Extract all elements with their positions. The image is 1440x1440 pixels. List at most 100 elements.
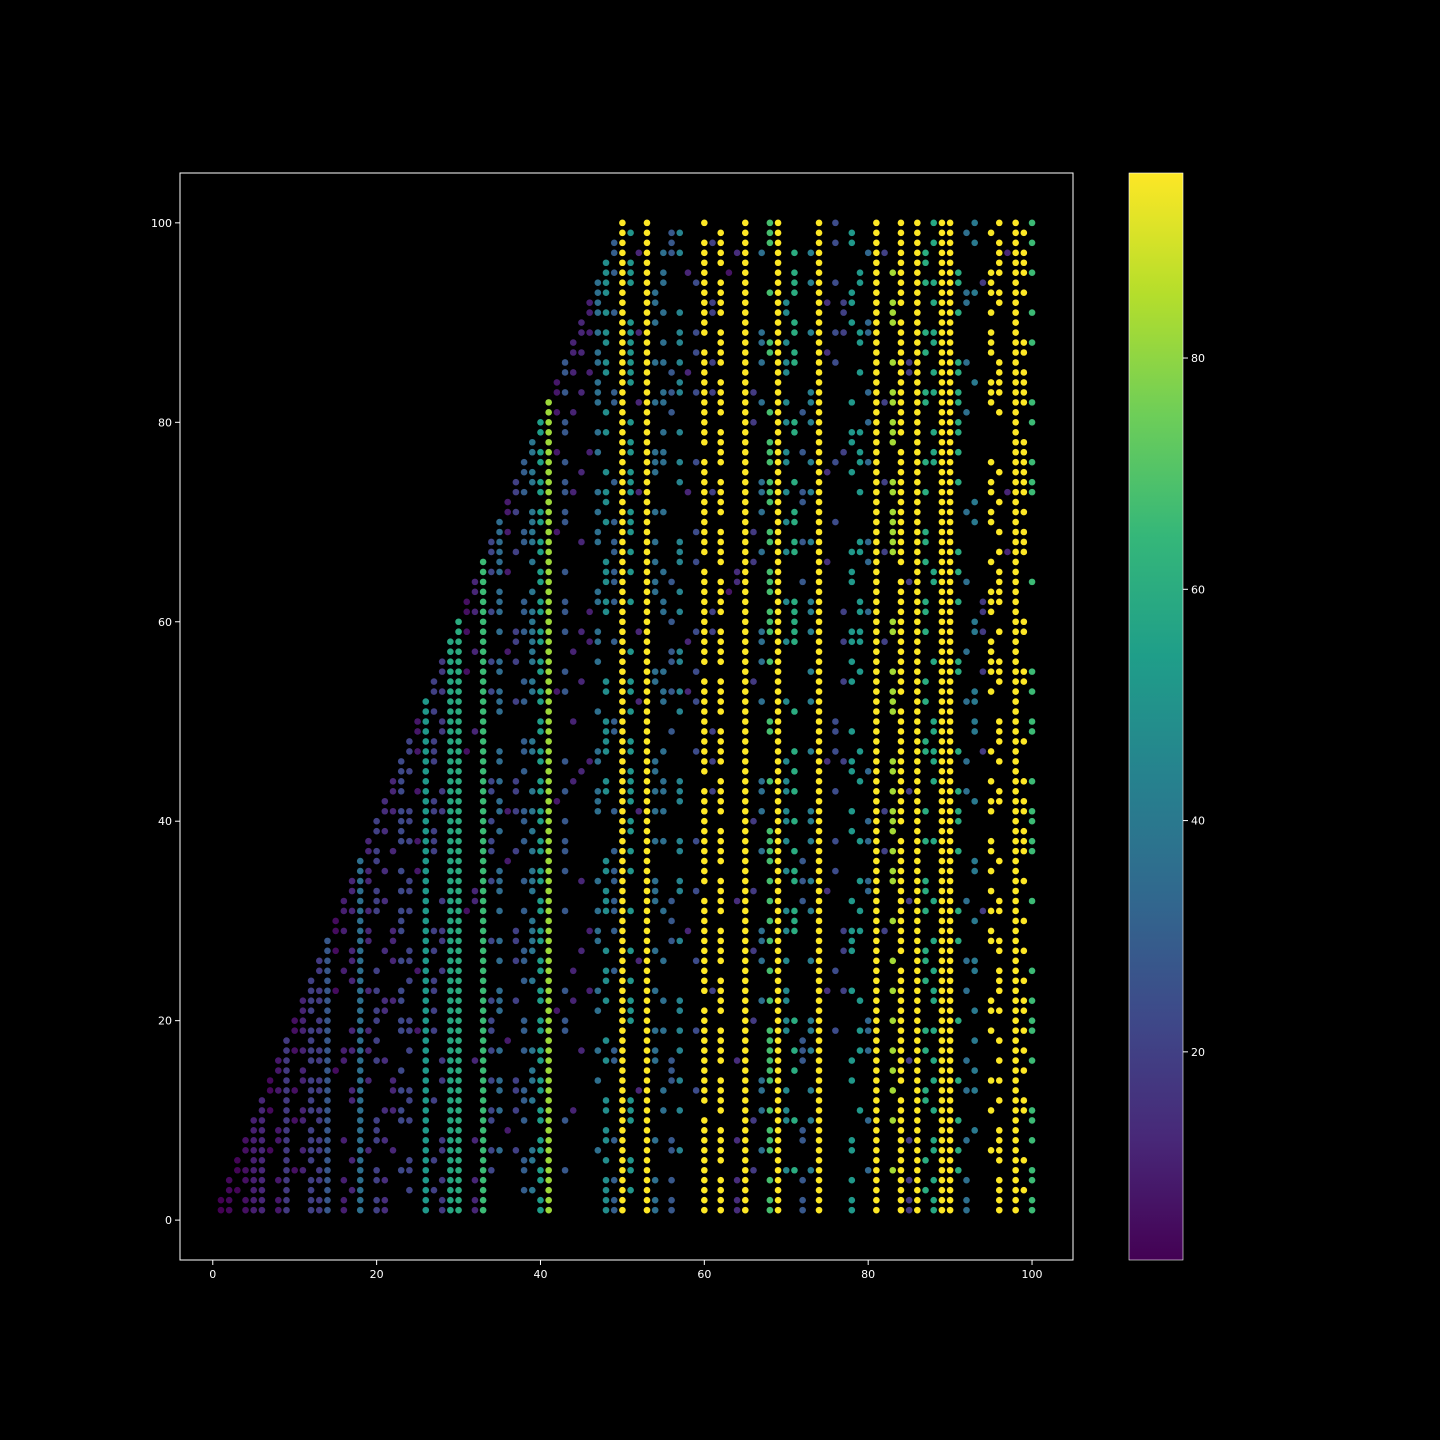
scatter-point (938, 319, 946, 326)
scatter-point (643, 498, 651, 506)
scatter-point (455, 997, 462, 1005)
scatter-point (692, 1087, 700, 1094)
scatter-point (602, 558, 610, 566)
scatter-point (815, 867, 823, 875)
scatter-point (873, 528, 880, 536)
scatter-point (651, 578, 659, 586)
scatter-point (741, 279, 749, 287)
scatter-point (741, 498, 749, 506)
scatter-point (397, 907, 405, 915)
scatter-point (365, 877, 372, 885)
scatter-point (946, 379, 954, 386)
scatter-point (242, 1137, 249, 1144)
scatter-point (545, 1156, 552, 1164)
scatter-point (520, 817, 528, 825)
scatter-point (889, 758, 897, 765)
scatter-point (873, 588, 880, 596)
scatter-point (619, 289, 626, 296)
scatter-point (1020, 738, 1028, 745)
scatter-point (537, 997, 544, 1005)
scatter-point (537, 787, 544, 795)
scatter-point (258, 1147, 266, 1154)
scatter-point (914, 1206, 921, 1214)
scatter-point (676, 538, 684, 546)
scatter-point (799, 877, 806, 885)
scatter-point (995, 269, 1003, 277)
scatter-point (594, 907, 602, 915)
scatter-point (602, 1137, 610, 1144)
scatter-point (356, 1206, 364, 1214)
scatter-point (619, 877, 626, 885)
scatter-point (864, 608, 872, 616)
scatter-point (430, 847, 438, 855)
scatter-point (455, 1097, 462, 1104)
scatter-point (643, 817, 651, 825)
scatter-point (897, 578, 905, 586)
scatter-point (1020, 1097, 1028, 1104)
scatter-point (717, 239, 725, 247)
scatter-point (594, 598, 602, 606)
scatter-point (782, 598, 790, 606)
scatter-point (1012, 458, 1019, 466)
scatter-point (684, 688, 692, 695)
scatter-point (914, 608, 921, 616)
scatter-point (864, 1047, 872, 1054)
scatter-point (987, 847, 995, 855)
scatter-point (807, 1087, 815, 1094)
scatter-point (717, 259, 725, 267)
scatter-point (701, 857, 708, 865)
scatter-point (741, 558, 749, 566)
colorbar-tick-label: 80 (1191, 352, 1205, 365)
scatter-point (324, 1107, 331, 1114)
y-tick-label: 40 (158, 815, 172, 828)
scatter-point (660, 608, 667, 616)
scatter-point (1012, 937, 1019, 945)
scatter-point (914, 578, 921, 586)
scatter-point (774, 578, 782, 586)
scatter-point (873, 987, 880, 995)
scatter-point (889, 768, 897, 775)
scatter-point (1012, 947, 1019, 955)
scatter-point (709, 488, 716, 496)
scatter-point (397, 887, 405, 895)
scatter-point (643, 728, 651, 735)
scatter-point (717, 488, 725, 496)
scatter-point (520, 807, 528, 815)
scatter-point (938, 339, 946, 346)
scatter-point (365, 1077, 372, 1084)
scatter-point (692, 458, 700, 466)
scatter-point (914, 987, 921, 995)
scatter-point (1020, 797, 1028, 805)
scatter-point (930, 578, 938, 586)
scatter-point (758, 488, 765, 496)
scatter-point (610, 548, 618, 556)
scatter-point (938, 538, 946, 546)
scatter-point (496, 538, 503, 546)
scatter-point (619, 1027, 626, 1034)
scatter-point (381, 947, 389, 955)
scatter-point (815, 319, 823, 326)
scatter-point (955, 807, 962, 815)
scatter-point (791, 359, 798, 366)
scatter-point (897, 668, 905, 675)
scatter-point (520, 1087, 528, 1094)
scatter-point (406, 748, 413, 755)
scatter-point (561, 608, 569, 616)
scatter-point (684, 369, 692, 376)
scatter-point (283, 1147, 290, 1154)
scatter-point (946, 598, 954, 606)
scatter-point (774, 678, 782, 685)
scatter-point (447, 877, 454, 885)
scatter-point (938, 977, 946, 985)
scatter-point (889, 917, 897, 925)
scatter-point (741, 638, 749, 646)
scatter-point (545, 1007, 552, 1014)
scatter-point (619, 827, 626, 835)
scatter-point (758, 399, 765, 406)
scatter-point (1012, 817, 1019, 825)
scatter-point (938, 987, 946, 995)
scatter-point (1020, 1107, 1028, 1114)
scatter-point (938, 718, 946, 725)
scatter-point (250, 1176, 258, 1184)
scatter-point (840, 638, 847, 646)
